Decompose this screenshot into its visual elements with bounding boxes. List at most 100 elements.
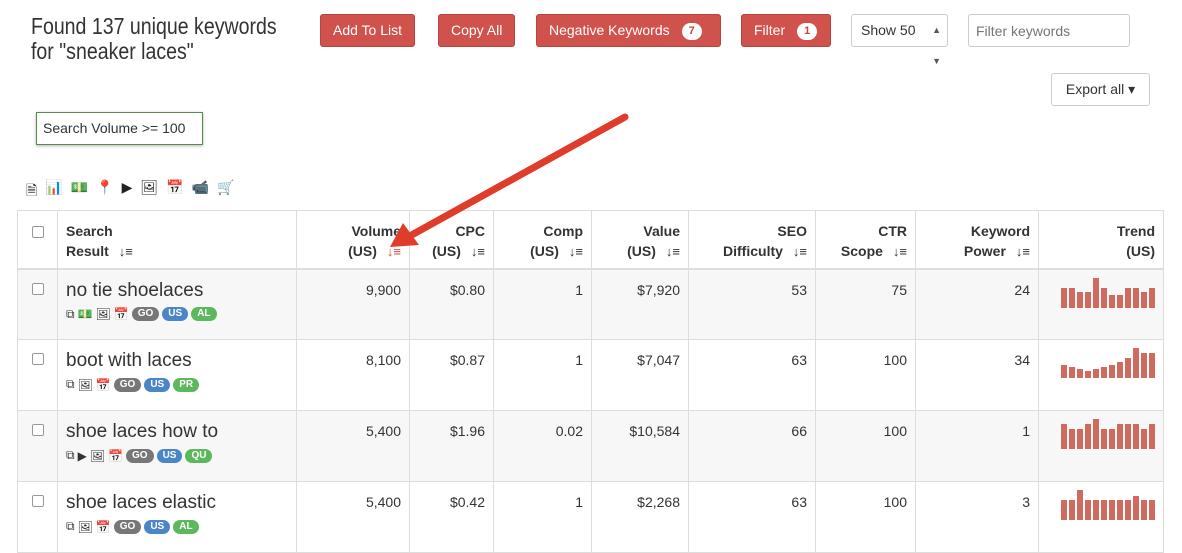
map-pin-icon[interactable]: 📍 bbox=[96, 180, 114, 196]
column-title: Keyword bbox=[970, 223, 1030, 239]
keyword-actions: ⧉ 🖼 📅 GO US AL bbox=[66, 519, 288, 534]
copy-icon[interactable]: ⧉ bbox=[66, 306, 75, 321]
money-icon[interactable]: 💵 bbox=[70, 180, 89, 196]
row-checkbox[interactable] bbox=[31, 282, 44, 295]
tag-badge[interactable]: US bbox=[156, 448, 183, 463]
trend-bar bbox=[1069, 287, 1075, 308]
youtube-icon[interactable]: ▶ bbox=[121, 180, 133, 196]
trend-bar bbox=[1069, 500, 1075, 520]
column-header[interactable]: CPC (US) ↓≡ bbox=[409, 210, 494, 270]
trend-bar bbox=[1133, 424, 1139, 449]
keyword-actions: ⧉ 💵 🖼 📅 GO US AL bbox=[66, 307, 288, 322]
trend-bar bbox=[1117, 500, 1123, 520]
show-count-select[interactable]: Show 50 ▲ ▼ bbox=[851, 14, 948, 66]
filter-keywords-input[interactable] bbox=[968, 14, 1130, 47]
tag-badge[interactable]: US bbox=[162, 307, 189, 321]
ctr-scope-cell: 100 bbox=[815, 410, 916, 482]
select-all-checkbox[interactable] bbox=[31, 226, 44, 238]
keyword-actions: ⧉ 🖼 📅 GO US PR bbox=[66, 377, 288, 392]
sort-icon[interactable]: ↓≡ bbox=[470, 244, 485, 259]
trend-bar bbox=[1109, 365, 1115, 378]
comp-cell: 1 bbox=[493, 481, 592, 553]
image-icon[interactable]: 🖼 bbox=[77, 519, 93, 534]
tag-badge[interactable]: GO bbox=[131, 307, 160, 321]
tag-badge[interactable]: PR bbox=[173, 377, 200, 392]
trend-bar bbox=[1077, 429, 1083, 449]
copy-icon[interactable]: ⧉ bbox=[66, 519, 75, 533]
row-checkbox[interactable] bbox=[31, 353, 44, 365]
column-title: SEO bbox=[777, 223, 807, 239]
value-cell: $7,047 bbox=[591, 339, 689, 411]
column-header[interactable]: CTR Scope ↓≡ bbox=[815, 210, 916, 270]
tag-badge[interactable]: AL bbox=[173, 519, 199, 534]
column-header[interactable]: Comp (US) ↓≡ bbox=[493, 210, 592, 270]
image-icon[interactable]: 🖼 bbox=[95, 307, 111, 321]
filter-button[interactable]: Filter 1 bbox=[741, 14, 831, 47]
image-icon[interactable]: 🖼 bbox=[140, 180, 159, 196]
column-header[interactable]: Keyword Power ↓≡ bbox=[915, 210, 1039, 270]
column-header[interactable]: Volume (US) ↓≡ bbox=[296, 210, 410, 270]
trend-bar bbox=[1085, 291, 1091, 308]
keyword-text[interactable]: shoe laces how to bbox=[66, 421, 219, 442]
copy-all-button[interactable]: Copy All bbox=[438, 14, 516, 47]
keywords-table: Search Result ↓≡ Volume (US) ↓≡ CPC (US) ↓≡ Comp (… bbox=[17, 210, 1164, 553]
keyword-power-cell: 34 bbox=[915, 339, 1039, 411]
column-subtitle: Difficulty bbox=[723, 243, 783, 259]
add-to-list-button[interactable]: Add To List bbox=[320, 14, 416, 47]
trend-bar bbox=[1101, 500, 1107, 520]
sort-icon[interactable]: ↓≡ bbox=[665, 244, 680, 259]
youtube-icon[interactable]: ▶ bbox=[77, 448, 87, 463]
ctr-scope-cell: 100 bbox=[815, 339, 916, 411]
sort-icon[interactable]: ↓≡ bbox=[892, 244, 907, 259]
sort-icon[interactable]: ↓≡ bbox=[792, 244, 807, 259]
row-checkbox[interactable] bbox=[31, 424, 44, 436]
trend-bar bbox=[1117, 424, 1123, 449]
copy-icon[interactable]: ⧉ bbox=[66, 377, 75, 391]
negative-keywords-button[interactable]: Negative Keywords 7 bbox=[536, 14, 721, 47]
column-title: Trend bbox=[1116, 223, 1155, 239]
row-checkbox[interactable] bbox=[31, 495, 44, 507]
tag-badge[interactable]: US bbox=[144, 519, 171, 534]
sort-icon[interactable]: ↓≡ bbox=[568, 244, 583, 259]
cart-icon[interactable]: 🛒 bbox=[217, 180, 235, 196]
tag-badge[interactable]: GO bbox=[113, 519, 142, 534]
export-all-button[interactable]: Export all ▾ bbox=[1051, 73, 1150, 106]
tag-badge[interactable]: US bbox=[144, 377, 171, 392]
filter-label: Filter bbox=[754, 22, 786, 38]
trend-bar bbox=[1101, 287, 1107, 308]
chart-icon[interactable]: 📊 bbox=[45, 180, 63, 196]
calendar-icon[interactable]: 📅 bbox=[113, 307, 129, 321]
image-icon[interactable]: 🖼 bbox=[77, 377, 93, 392]
column-header[interactable]: Trend (US) bbox=[1038, 210, 1164, 270]
calendar-icon[interactable]: 📅 bbox=[108, 448, 123, 463]
sort-icon[interactable]: ↓≡ bbox=[386, 244, 401, 259]
tag-badge[interactable]: AL bbox=[191, 307, 217, 321]
column-header[interactable]: Value (US) ↓≡ bbox=[591, 210, 689, 270]
image-icon[interactable]: 🖼 bbox=[89, 448, 106, 463]
column-header[interactable]: SEO Difficulty ↓≡ bbox=[688, 210, 816, 270]
tag-badge[interactable]: GO bbox=[113, 377, 142, 392]
calendar-icon[interactable]: 📅 bbox=[166, 180, 184, 196]
sort-icon[interactable]: ↓≡ bbox=[118, 244, 133, 259]
keyword-text[interactable]: boot with laces bbox=[66, 350, 192, 371]
table-row: boot with laces ⧉ 🖼 📅 GO US PR 8,100 $0.87 1 $… bbox=[17, 339, 1164, 411]
copy-icon[interactable]: ⧉ bbox=[66, 448, 75, 462]
keyword-text[interactable]: no tie shoelaces bbox=[66, 279, 204, 301]
video-icon[interactable]: 📹 bbox=[191, 180, 210, 196]
sort-icon[interactable]: ↓≡ bbox=[1015, 244, 1030, 259]
column-header[interactable]: Search Result ↓≡ bbox=[57, 210, 297, 270]
calendar-icon[interactable]: 📅 bbox=[95, 519, 111, 534]
tag-badge[interactable]: GO bbox=[126, 448, 154, 463]
trend-bar bbox=[1101, 367, 1107, 378]
page-title: Found 137 unique keywords for "sneaker l… bbox=[31, 13, 277, 64]
money-icon[interactable]: 💵 bbox=[77, 307, 93, 321]
trend-bar bbox=[1077, 291, 1083, 308]
tag-badge[interactable]: QU bbox=[185, 448, 213, 463]
keyword-text[interactable]: shoe laces elastic bbox=[66, 492, 216, 513]
trend-bar bbox=[1093, 500, 1099, 520]
calendar-icon[interactable]: 📅 bbox=[95, 377, 111, 392]
negative-count-badge: 7 bbox=[681, 23, 702, 40]
trend-bar bbox=[1133, 348, 1139, 378]
active-filter-chip[interactable]: Search Volume >= 100 bbox=[36, 112, 203, 145]
document-icon[interactable]: 🗎 bbox=[26, 183, 38, 199]
